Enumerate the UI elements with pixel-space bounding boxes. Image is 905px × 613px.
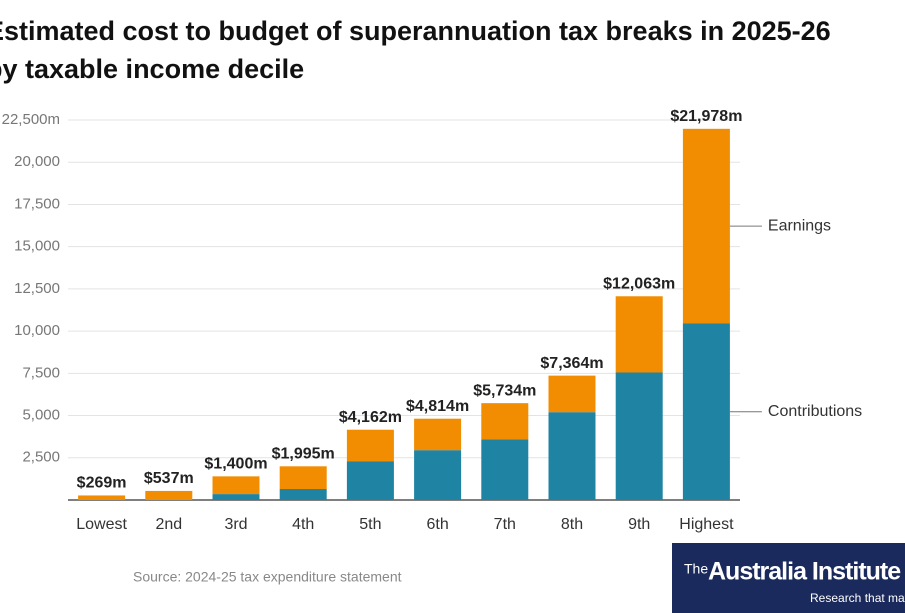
source: Source: 2024-25 tax expenditure statemen…	[133, 569, 402, 585]
total-label: $12,063m	[603, 275, 675, 292]
total-label: $269m	[77, 475, 127, 492]
total-label: $1,995m	[272, 446, 335, 463]
y-tick-label: 2,500	[22, 449, 60, 466]
bar-segment	[414, 450, 462, 500]
bar-segment	[682, 323, 730, 500]
bar-segment	[212, 476, 260, 495]
bar-segment	[548, 412, 596, 500]
total-label: $21,978m	[670, 108, 742, 125]
y-tick-label: 22,500m	[2, 111, 60, 128]
chart-subtitle: by taxable income decile	[0, 54, 304, 84]
total-label: $537m	[144, 470, 194, 487]
logo-box	[672, 543, 905, 613]
y-tick-label: 12,500	[14, 280, 60, 297]
x-tick-label: 4th	[292, 516, 314, 533]
bar-segment	[682, 128, 730, 324]
x-tick-label: 3rd	[224, 516, 247, 533]
y-tick-label: 7,500	[22, 364, 60, 381]
total-label: $4,814m	[406, 398, 469, 415]
bar-segment	[615, 372, 663, 500]
y-tick-label: 5,000	[22, 407, 60, 424]
x-tick-label: 7th	[494, 516, 516, 533]
x-tick-label: 5th	[359, 516, 381, 533]
x-tick-label: Highest	[679, 516, 734, 533]
y-tick-label: 17,500	[14, 195, 60, 212]
logo-prefix: The	[684, 561, 708, 577]
legend-label: Contributions	[768, 403, 862, 420]
logo-tagline: Research that matters	[810, 591, 905, 605]
x-tick-label: 6th	[426, 516, 448, 533]
bar-segment	[279, 466, 327, 490]
x-tick-label: 8th	[561, 516, 583, 533]
bar-segment	[346, 461, 394, 500]
x-tick-label: Lowest	[76, 516, 127, 533]
total-label: $7,364m	[540, 355, 603, 372]
y-tick-label: 20,000	[14, 153, 60, 170]
bar-segment	[212, 494, 260, 500]
bar-segment	[548, 375, 596, 413]
total-label: $4,162m	[339, 409, 402, 426]
chart-title: Estimated cost to budget of superannuati…	[0, 16, 831, 46]
bar-segment	[615, 296, 663, 373]
bar-segment	[481, 439, 529, 500]
total-label: $1,400m	[204, 456, 267, 473]
y-tick-label: 10,000	[14, 322, 60, 339]
x-tick-label: 2nd	[155, 516, 182, 533]
y-tick-label: 15,000	[14, 238, 60, 255]
total-label: $5,734m	[473, 382, 536, 399]
logo-name: Australia Institute	[708, 558, 901, 586]
legend-label: Earnings	[768, 217, 831, 234]
x-tick-label: 9th	[628, 516, 650, 533]
bar-segment	[481, 403, 529, 440]
bar-segment	[78, 495, 126, 500]
bar-segment	[346, 429, 394, 462]
bar-segment	[279, 489, 327, 500]
bar-segment	[414, 418, 462, 451]
bar-segment	[145, 490, 193, 500]
